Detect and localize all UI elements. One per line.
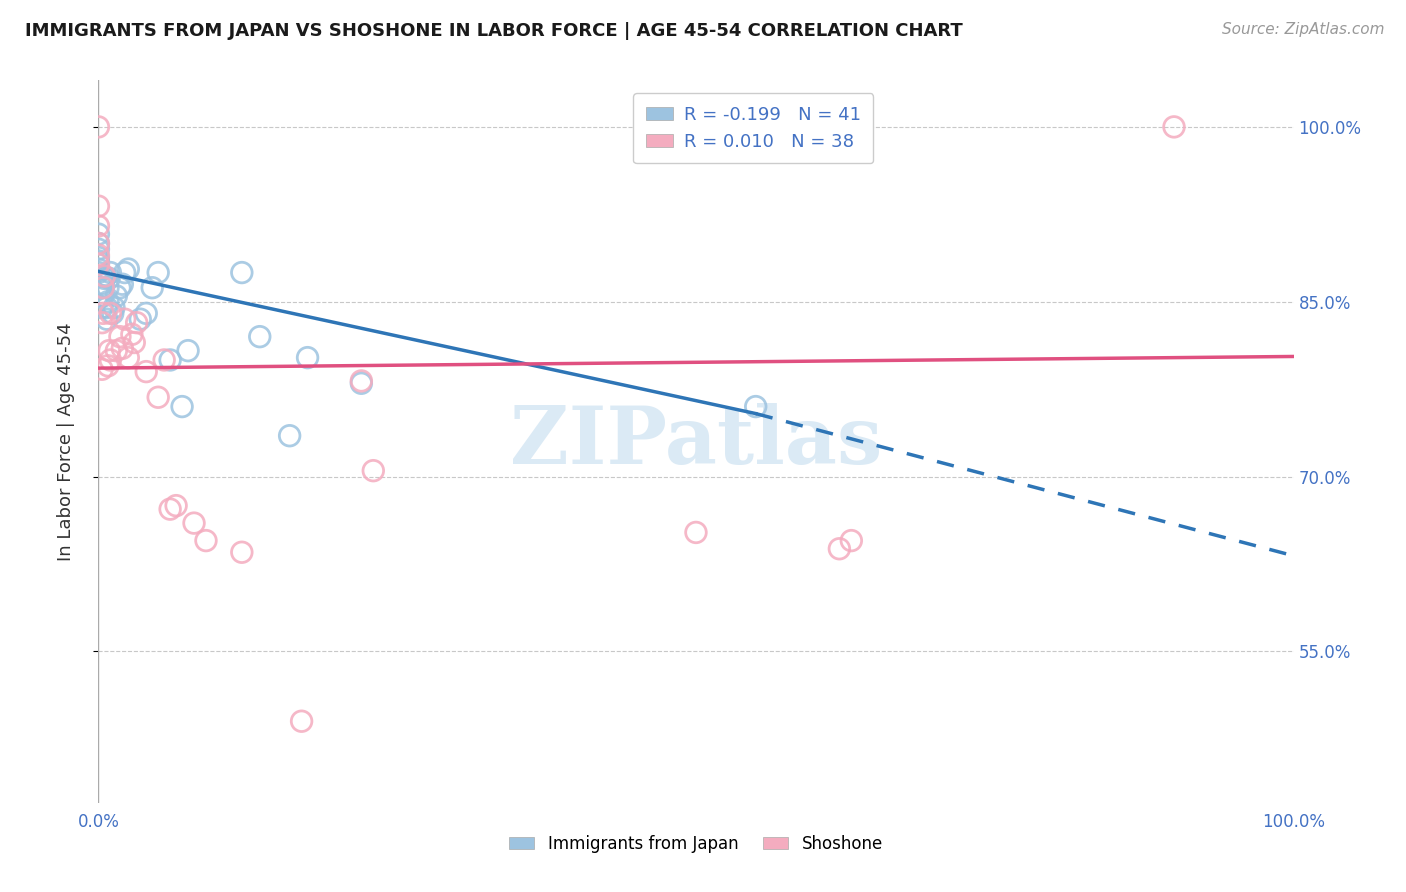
Point — [87, 242, 110, 256]
Point — [148, 390, 170, 404]
Text: Source: ZipAtlas.com: Source: ZipAtlas.com — [1222, 22, 1385, 37]
Point — [98, 306, 122, 320]
Point — [117, 351, 139, 365]
Point — [87, 254, 110, 268]
Point — [685, 525, 707, 540]
Point — [124, 335, 146, 350]
Point — [125, 316, 148, 330]
Point — [350, 376, 373, 391]
Point — [1163, 120, 1185, 134]
Point — [108, 329, 131, 343]
Point — [93, 268, 115, 283]
Point — [114, 266, 136, 280]
Point — [87, 236, 110, 251]
Point — [183, 516, 205, 530]
Point — [93, 271, 115, 285]
Point — [87, 251, 110, 265]
Point — [87, 219, 110, 233]
Point — [363, 464, 385, 478]
Point — [87, 266, 110, 280]
Point — [141, 281, 163, 295]
Point — [97, 359, 120, 373]
Point — [87, 248, 110, 262]
Point — [297, 351, 319, 365]
Point — [111, 341, 134, 355]
Point — [91, 289, 114, 303]
Point — [111, 277, 134, 292]
Point — [291, 714, 314, 729]
Point — [91, 268, 114, 283]
Point — [129, 312, 152, 326]
Point — [87, 227, 110, 241]
Point — [103, 301, 125, 315]
Point — [231, 266, 253, 280]
Point — [87, 257, 110, 271]
Point — [91, 289, 114, 303]
Point — [96, 301, 118, 315]
Point — [121, 327, 143, 342]
Point — [105, 343, 128, 358]
Text: ZIPatlas: ZIPatlas — [510, 402, 882, 481]
Point — [159, 502, 181, 516]
Point — [91, 306, 114, 320]
Point — [278, 428, 301, 442]
Point — [97, 281, 120, 295]
Point — [87, 199, 110, 213]
Text: IMMIGRANTS FROM JAPAN VS SHOSHONE IN LABOR FORCE | AGE 45-54 CORRELATION CHART: IMMIGRANTS FROM JAPAN VS SHOSHONE IN LAB… — [25, 22, 963, 40]
Point — [98, 343, 121, 358]
Point — [98, 271, 121, 285]
Point — [98, 353, 122, 368]
Point — [745, 400, 768, 414]
Point — [87, 262, 110, 277]
Point — [159, 353, 181, 368]
Point — [135, 306, 157, 320]
Point — [91, 316, 114, 330]
Point — [91, 277, 114, 292]
Point — [117, 262, 139, 277]
Point — [105, 289, 128, 303]
Point — [87, 120, 110, 134]
Point — [87, 236, 110, 251]
Point — [96, 312, 118, 326]
Point — [148, 266, 170, 280]
Point — [91, 362, 114, 376]
Point — [828, 541, 851, 556]
Legend: Immigrants from Japan, Shoshone: Immigrants from Japan, Shoshone — [502, 828, 890, 860]
Point — [231, 545, 253, 559]
Point — [91, 301, 114, 315]
Point — [98, 266, 122, 280]
Point — [114, 312, 136, 326]
Point — [108, 281, 131, 295]
Point — [91, 281, 114, 295]
Point — [195, 533, 218, 548]
Point — [841, 533, 863, 548]
Y-axis label: In Labor Force | Age 45-54: In Labor Force | Age 45-54 — [56, 322, 75, 561]
Point — [165, 499, 187, 513]
Point — [177, 343, 200, 358]
Point — [350, 374, 373, 388]
Point — [87, 257, 110, 271]
Point — [249, 329, 271, 343]
Point — [172, 400, 194, 414]
Point — [91, 281, 114, 295]
Point — [135, 365, 157, 379]
Point — [101, 306, 124, 320]
Point — [97, 294, 120, 309]
Point — [153, 353, 176, 368]
